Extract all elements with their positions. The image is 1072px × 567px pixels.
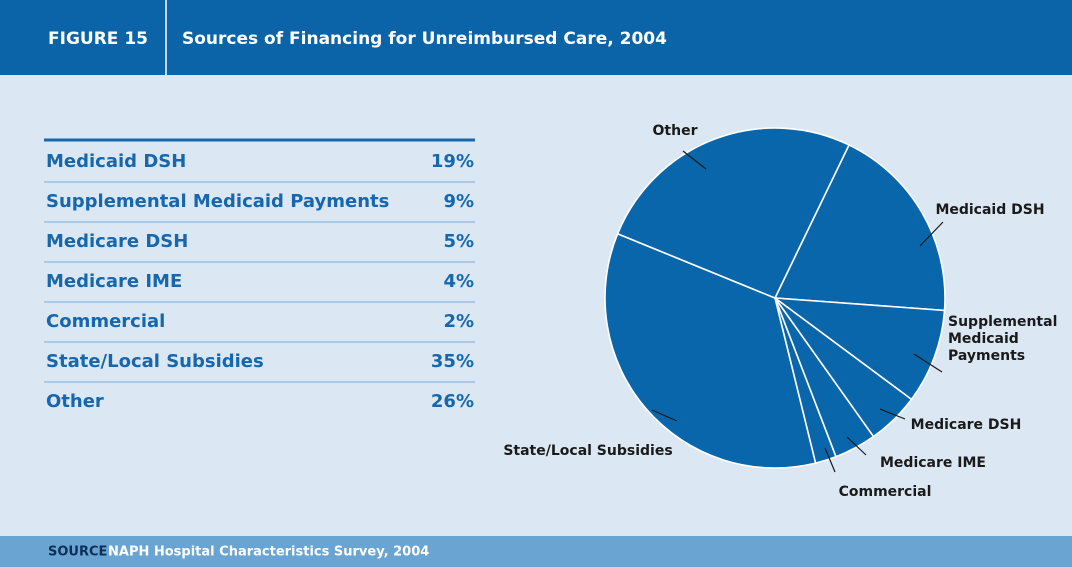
- figure-label: FIGURE 15: [48, 29, 148, 49]
- leader-line: [913, 353, 943, 373]
- leader-line: [682, 150, 707, 170]
- pie-slice: [772, 297, 946, 401]
- leader-line: [846, 436, 867, 456]
- header-bar: [0, 0, 1072, 75]
- leader-line: [651, 409, 678, 422]
- pie-slice: [616, 127, 851, 300]
- table-category: Supplemental Medicaid Payments: [46, 191, 389, 212]
- table-category: Other: [46, 391, 104, 412]
- pie-slice: [773, 143, 946, 312]
- table-value: 35%: [431, 351, 474, 372]
- table-category: Medicare IME: [46, 271, 182, 292]
- table-value: 5%: [443, 231, 474, 252]
- pie-slice: [604, 232, 817, 469]
- source-text: NAPH Hospital Characteristics Survey, 20…: [108, 545, 429, 560]
- chart-title: Sources of Financing for Unreimbursed Ca…: [182, 29, 667, 49]
- table-category: Medicaid DSH: [46, 151, 186, 172]
- table-value: 2%: [443, 311, 474, 332]
- footer-bar: [0, 536, 1072, 567]
- table-category: Medicare DSH: [46, 231, 188, 252]
- table-value: 26%: [431, 391, 474, 412]
- pie-label: Medicaid DSH: [935, 202, 1044, 218]
- table-category: State/Local Subsidies: [46, 351, 264, 372]
- table-value: 9%: [443, 191, 474, 212]
- table-category: Commercial: [46, 311, 165, 332]
- leader-line: [879, 408, 906, 420]
- pie-label: State/Local Subsidies: [503, 443, 672, 459]
- pie-label: Other: [653, 123, 698, 139]
- pie-label: Medicare IME: [880, 455, 986, 471]
- table-value: 4%: [443, 271, 474, 292]
- leader-line: [919, 221, 944, 247]
- source-label: SOURCE: [48, 545, 107, 560]
- pie-label: Medicare DSH: [911, 417, 1022, 433]
- table-value: 19%: [431, 151, 474, 172]
- pie-label: Commercial: [839, 484, 932, 500]
- leader-line: [824, 447, 836, 473]
- pie-label: Supplemental Medicaid Payments: [948, 314, 1057, 364]
